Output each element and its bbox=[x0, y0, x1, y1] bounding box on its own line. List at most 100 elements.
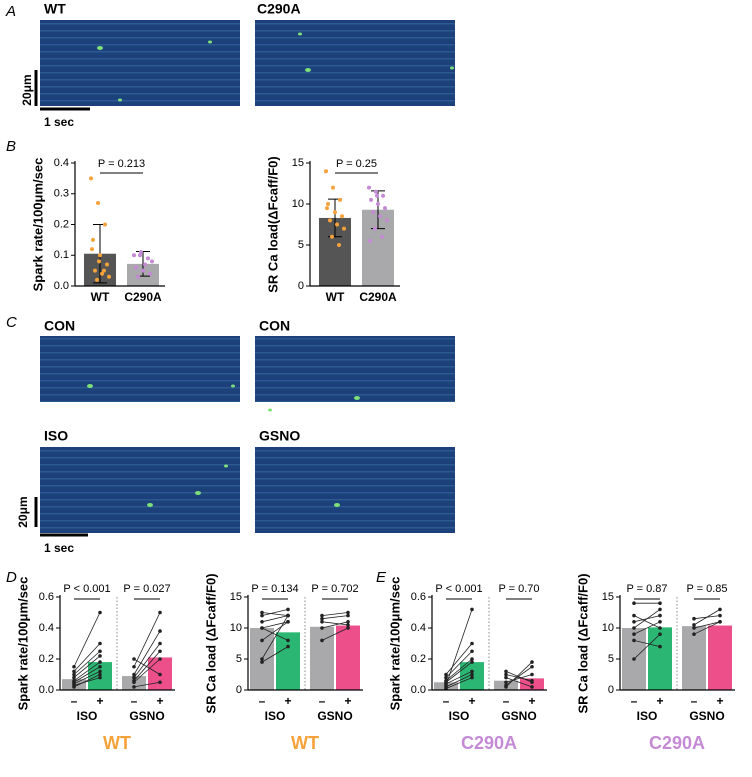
data-point bbox=[369, 197, 373, 202]
pair-line bbox=[133, 658, 161, 683]
x-tick-label: C290A bbox=[359, 290, 397, 304]
data-point bbox=[470, 675, 474, 680]
pair-line bbox=[445, 677, 473, 689]
y-tick-label: 15 bbox=[292, 157, 304, 169]
data-point bbox=[346, 610, 350, 615]
data-point bbox=[286, 638, 290, 643]
data-point bbox=[470, 672, 474, 677]
y-tick-label: 0.0 bbox=[54, 280, 69, 292]
image-label: WT bbox=[44, 1, 66, 17]
pair-line bbox=[633, 615, 661, 629]
pair-line bbox=[445, 661, 473, 683]
data-point bbox=[72, 678, 76, 683]
data-point bbox=[158, 641, 162, 646]
linescan bbox=[40, 447, 240, 533]
data-point bbox=[346, 623, 350, 627]
condition-label: – bbox=[319, 694, 326, 708]
pair-line bbox=[133, 658, 161, 675]
p-value: P = 0.134 bbox=[251, 583, 298, 595]
pair-line bbox=[505, 666, 533, 686]
group-label: GSNO bbox=[129, 709, 164, 723]
pair-line bbox=[445, 671, 473, 685]
data-point bbox=[158, 610, 162, 615]
condition-label: + bbox=[656, 694, 663, 708]
data-point bbox=[98, 641, 102, 646]
data-point bbox=[320, 620, 324, 624]
data-point bbox=[326, 202, 330, 206]
data-point bbox=[72, 669, 76, 674]
genotype-label: C290A bbox=[461, 733, 517, 753]
y-tick-label: 0.6 bbox=[411, 591, 426, 603]
data-point bbox=[375, 193, 379, 198]
condition-label: – bbox=[503, 694, 510, 708]
y-tick-label: 5 bbox=[608, 653, 614, 665]
y-tick-label: 0 bbox=[298, 280, 304, 292]
genotype-label: C290A bbox=[649, 733, 705, 753]
y-tick-label: 10 bbox=[230, 622, 242, 634]
genotype-label: WT bbox=[103, 733, 131, 753]
y-tick-label: 15 bbox=[230, 591, 242, 603]
p-value: P < 0.001 bbox=[63, 583, 110, 595]
data-point bbox=[132, 253, 136, 258]
linescan-images: WT C290A CON CON ISO GSNO 20μm 1 sec 20μ… bbox=[16, 1, 455, 555]
data-point bbox=[158, 680, 162, 685]
pair-line bbox=[505, 671, 533, 683]
bar bbox=[708, 625, 732, 690]
group-label: ISO bbox=[265, 709, 286, 723]
data-point bbox=[260, 638, 264, 643]
pair-line bbox=[133, 681, 161, 688]
data-point bbox=[324, 169, 328, 174]
scale-label: 1 sec bbox=[44, 541, 74, 555]
data-point bbox=[105, 262, 109, 267]
pair-line bbox=[261, 615, 289, 623]
y-tick-label: 0.4 bbox=[54, 157, 69, 169]
pair-line bbox=[321, 621, 349, 629]
group-label: GSNO bbox=[689, 709, 724, 723]
data-point bbox=[132, 678, 136, 683]
data-point bbox=[132, 675, 136, 680]
data-point bbox=[504, 680, 508, 685]
y-tick-label: 0.0 bbox=[411, 684, 426, 696]
data-point bbox=[158, 629, 162, 633]
condition-label: + bbox=[716, 694, 723, 708]
pair-line bbox=[321, 627, 349, 641]
data-point bbox=[632, 638, 636, 643]
data-point bbox=[286, 644, 290, 649]
data-point bbox=[102, 268, 106, 273]
pair-line bbox=[261, 627, 289, 641]
image-label: CON bbox=[44, 318, 75, 334]
data-point bbox=[718, 607, 722, 612]
p-value: P = 0.027 bbox=[123, 583, 170, 595]
x-tick-label: WT bbox=[326, 290, 345, 304]
condition-label: + bbox=[344, 694, 351, 708]
data-point bbox=[378, 214, 382, 219]
data-point bbox=[444, 678, 448, 683]
pair-line bbox=[261, 615, 289, 660]
data-point bbox=[134, 265, 138, 270]
data-point bbox=[368, 238, 372, 243]
data-point bbox=[90, 247, 94, 252]
linescan bbox=[255, 336, 455, 402]
panel-letter: B bbox=[6, 138, 16, 155]
condition-label: + bbox=[284, 694, 291, 708]
group-label: GSNO bbox=[501, 709, 536, 723]
data-point bbox=[504, 675, 508, 680]
data-point bbox=[98, 675, 102, 680]
data-point bbox=[98, 610, 102, 615]
y-tick-label: 0.4 bbox=[39, 622, 54, 634]
pair-line bbox=[261, 612, 289, 616]
data-point bbox=[98, 660, 102, 664]
data-point bbox=[658, 601, 662, 605]
condition-label: – bbox=[691, 694, 698, 708]
y-tick-label: 0.2 bbox=[54, 218, 69, 230]
data-point bbox=[658, 613, 662, 618]
data-point bbox=[89, 176, 93, 181]
pair-line bbox=[261, 609, 289, 616]
data-point bbox=[381, 193, 385, 198]
panel-letter: E bbox=[376, 569, 387, 586]
scale-label: 20μm bbox=[16, 496, 30, 527]
data-point bbox=[72, 672, 76, 677]
data-point bbox=[72, 683, 76, 688]
y-tick-label: 0.6 bbox=[39, 591, 54, 603]
panel-letter: A bbox=[5, 3, 16, 20]
